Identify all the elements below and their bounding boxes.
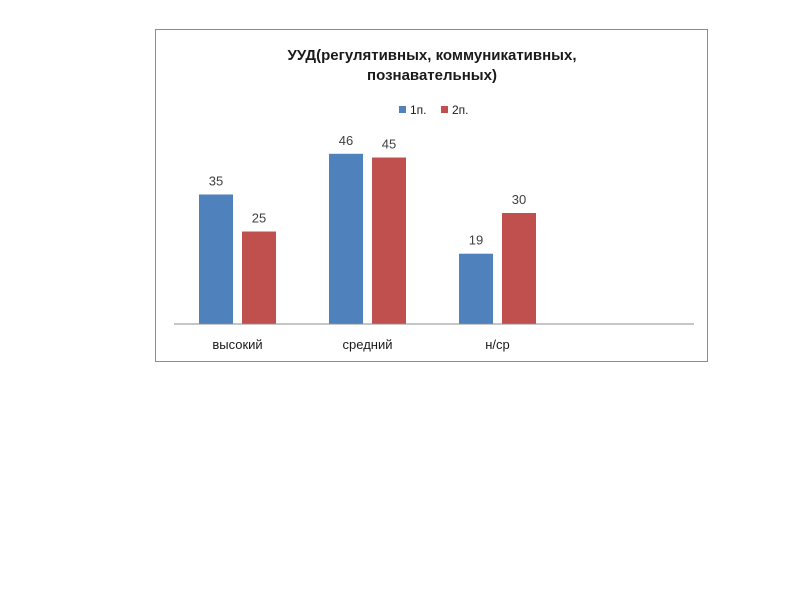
legend-swatch-series-1 [399, 106, 406, 113]
data-label-средний-series-2: 45 [382, 137, 396, 152]
legend-swatch-series-2 [441, 106, 448, 113]
data-label-высокий-series-2: 25 [252, 211, 266, 226]
bar-н/ср-series-1 [459, 253, 493, 324]
chart-title-line-2: познавательных) [367, 67, 497, 84]
bar-средний-series-2 [372, 157, 406, 324]
data-label-высокий-series-1: 35 [209, 174, 223, 189]
bar-средний-series-1 [329, 153, 363, 324]
data-label-н/ср-series-1: 19 [469, 233, 483, 248]
legend-label-series-1: 1п. [410, 103, 427, 117]
bar-chart: УУД(регулятивных, коммуникативных, позна… [174, 47, 694, 352]
data-label-средний-series-1: 46 [339, 133, 353, 148]
data-label-н/ср-series-2: 30 [512, 192, 526, 207]
x-tick-label-средний: средний [343, 337, 393, 352]
bar-высокий-series-2 [242, 231, 276, 324]
bar-высокий-series-1 [199, 194, 233, 324]
x-axis-tick-labels: высокий средний н/ср [212, 337, 509, 352]
chart-title-line-1: УУД(регулятивных, коммуникативных, [287, 47, 576, 64]
chart-frame: УУД(регулятивных, коммуникативных, позна… [155, 29, 708, 362]
x-tick-label-н/ср: н/ср [485, 337, 510, 352]
legend-label-series-2: 2п. [452, 103, 469, 117]
x-tick-label-высокий: высокий [212, 337, 262, 352]
bar-н/ср-series-2 [502, 213, 536, 324]
plot-area: 35 25 46 45 19 30 [199, 133, 536, 324]
legend: 1п. 2п. [399, 103, 469, 117]
